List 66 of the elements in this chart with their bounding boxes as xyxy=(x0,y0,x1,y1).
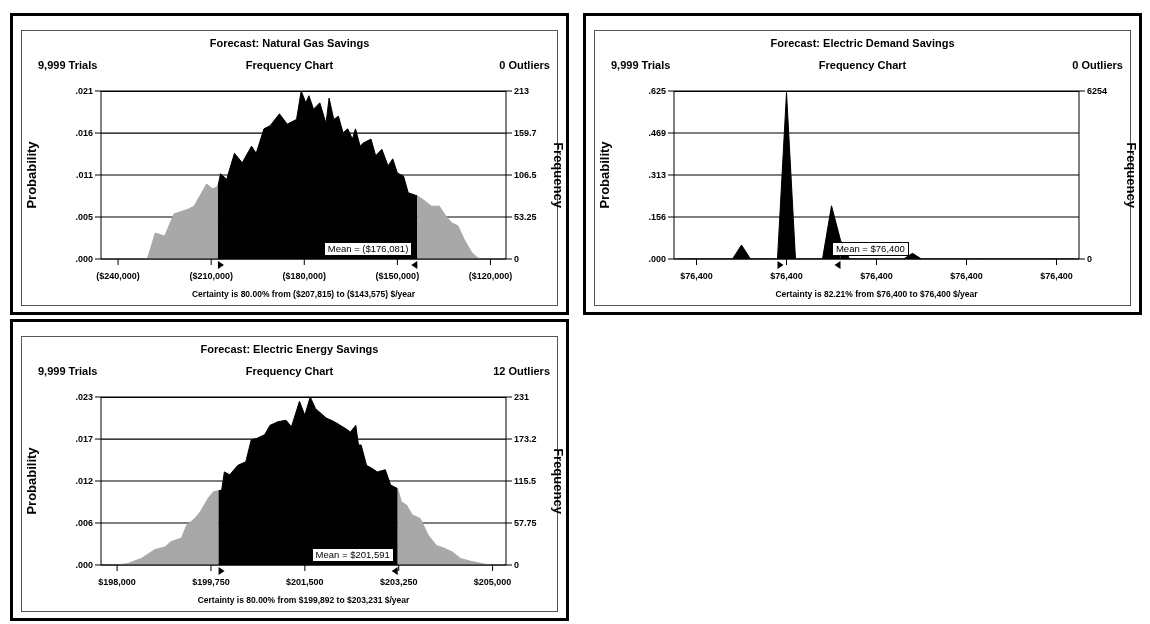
x-tick-label: ($240,000) xyxy=(96,271,140,282)
text: 9,999 Trials xyxy=(611,59,671,71)
y-tick-label: .000 xyxy=(75,254,93,265)
x-tick-label: $76,400 xyxy=(950,271,983,282)
x-tick-label: ($180,000) xyxy=(282,271,327,282)
text: Frequency Chart xyxy=(245,59,334,71)
y2-tick-label: 106.5 xyxy=(514,170,537,181)
x-tick-label: $198,000 xyxy=(98,577,136,588)
y-tick-label: .005 xyxy=(75,212,93,223)
x-tick-label: $76,400 xyxy=(680,271,713,282)
text: 0 Outliers xyxy=(1072,59,1123,71)
text: Frequency Chart xyxy=(818,59,907,71)
x-tick-label: ($210,000) xyxy=(189,271,233,282)
y2-tick-label: 57.75 xyxy=(514,518,537,529)
x-tick-label: $201,500 xyxy=(286,577,324,588)
y-tick-label: .016 xyxy=(75,128,93,139)
y2-tick-label: 53.25 xyxy=(514,212,537,223)
y2-tick-label: 6254 xyxy=(1087,86,1108,97)
y-axis-title: Probability xyxy=(23,447,39,515)
y-tick-label: .011 xyxy=(75,170,93,181)
text: 9,999 Trials xyxy=(38,365,98,377)
y-tick-label: .021 xyxy=(75,86,93,97)
annotation: Mean = $201,591 xyxy=(311,548,394,562)
y-axis-title: Probability xyxy=(596,141,612,209)
x-tick-label: $76,400 xyxy=(860,271,893,282)
text: 0 Outliers xyxy=(499,59,550,71)
y2-tick-label: 159.7 xyxy=(514,128,537,139)
text: 9,999 Trials xyxy=(38,59,98,71)
y-axis-title: Probability xyxy=(23,141,39,209)
x-tick-label: ($150,000) xyxy=(375,271,420,282)
y-tick-label: .156 xyxy=(648,212,666,223)
y2-tick-label: 213 xyxy=(514,86,530,97)
y2-axis-title: Frequency xyxy=(550,448,566,514)
annotation: Mean = ($176,081) xyxy=(323,242,413,256)
y-tick-label: .000 xyxy=(648,254,666,265)
y2-tick-label: 115.5 xyxy=(514,476,537,487)
chart-title: Forecast: Electric Energy Savings xyxy=(199,343,380,355)
y-tick-label: .313 xyxy=(648,170,666,181)
y-tick-label: .625 xyxy=(648,86,666,97)
y-tick-label: .006 xyxy=(75,518,93,529)
text: Certainty is 82.21% from $76,400 to $76,400 $/year xyxy=(774,289,979,299)
y2-axis-title: Frequency xyxy=(550,142,566,208)
x-tick-label: $199,750 xyxy=(192,577,230,588)
y-tick-label: .023 xyxy=(75,392,93,403)
chart-title: Forecast: Natural Gas Savings xyxy=(208,37,371,49)
y2-tick-label: 0 xyxy=(514,254,520,265)
y2-tick-label: 231 xyxy=(514,392,530,403)
x-tick-label: $203,250 xyxy=(379,577,418,588)
text: Frequency Chart xyxy=(245,365,334,377)
y-tick-label: .012 xyxy=(75,476,93,487)
x-tick-label: $76,400 xyxy=(1040,271,1073,282)
x-tick-label: $76,400 xyxy=(770,271,803,282)
y-tick-label: .000 xyxy=(75,560,93,571)
chart-title: Forecast: Electric Demand Savings xyxy=(769,37,956,49)
text: Certainty is 80.00% from ($207,815) to ($143,575) $/year xyxy=(191,289,416,299)
y-tick-label: .469 xyxy=(648,128,666,139)
x-tick-label: $205,000 xyxy=(473,577,512,588)
y2-tick-label: 0 xyxy=(514,560,520,571)
text: 12 Outliers xyxy=(493,365,550,377)
y-tick-label: .017 xyxy=(75,434,93,445)
text: Certainty is 80.00% from $199,892 to $203,231 $/year xyxy=(196,595,411,605)
y2-tick-label: 173.2 xyxy=(514,434,537,445)
annotation: Mean = $76,400 xyxy=(831,242,909,256)
y2-tick-label: 0 xyxy=(1087,254,1093,265)
x-tick-label: ($120,000) xyxy=(468,271,513,282)
y2-axis-title: Frequency xyxy=(1123,142,1139,208)
